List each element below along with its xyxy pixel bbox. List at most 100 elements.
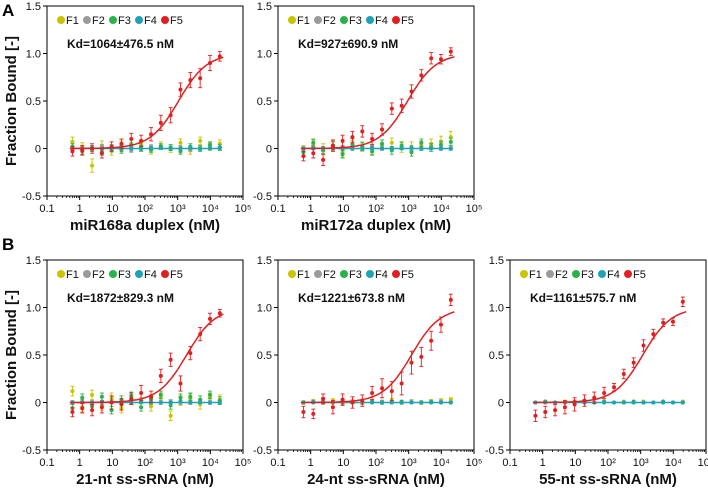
data-point — [168, 413, 173, 418]
legend-marker-F3 — [109, 16, 117, 24]
data-point — [370, 149, 375, 154]
x-tick-label: 1 — [77, 457, 83, 469]
x-tick-label: 10³ — [401, 457, 417, 469]
kd-annotation: Kd=1064±476.5 nM — [67, 37, 174, 51]
y-tick-label: 0 — [266, 144, 272, 156]
data-point — [399, 103, 404, 108]
data-point — [553, 408, 558, 413]
legend-label-F1: F1 — [529, 269, 542, 281]
data-point — [311, 140, 316, 145]
legend-label-F4: F4 — [375, 269, 388, 281]
data-point — [90, 392, 95, 397]
legend-marker-F3 — [340, 270, 348, 278]
chart-panel-2: -0.5 0 0.5 1.0 1.5 0.1 1 10 10² 10³ 10⁴ 10⁵ miR172a … — [253, 1, 482, 234]
data-point — [621, 372, 626, 376]
data-point — [139, 391, 144, 395]
x-axis-label: miR168a duplex (nM) — [70, 217, 220, 234]
legend-marker-F1 — [57, 270, 65, 278]
legend-label-F3: F3 — [349, 269, 362, 281]
data-point — [90, 408, 95, 413]
data-point — [70, 139, 75, 144]
data-point — [168, 357, 173, 362]
data-point — [168, 403, 173, 408]
x-tick-label: 10⁴ — [202, 457, 219, 469]
data-point — [158, 392, 163, 397]
y-tick-label: 1.5 — [257, 1, 272, 13]
data-point — [330, 143, 335, 148]
panel-letter-a: A — [2, 1, 14, 20]
legend-label-F5: F5 — [401, 269, 414, 281]
data-point — [399, 143, 404, 148]
series-F5 — [70, 308, 222, 418]
legend-marker-F2 — [83, 270, 91, 278]
data-point — [429, 56, 434, 61]
y-tick-label: 1.5 — [489, 255, 504, 267]
data-point — [572, 402, 577, 407]
legend-marker-F4 — [598, 270, 606, 278]
data-point — [301, 410, 306, 414]
legend-label-F2: F2 — [92, 15, 105, 27]
data-point — [198, 138, 203, 143]
data-point — [370, 391, 375, 395]
legend-marker-F1 — [520, 270, 528, 278]
legend-marker-F5 — [161, 16, 169, 24]
legend-marker-F4 — [366, 270, 374, 278]
x-tick-label: 1 — [77, 203, 83, 215]
y-tick-label: 0.5 — [489, 350, 504, 362]
legend-label-F3: F3 — [118, 15, 131, 27]
data-point — [340, 397, 345, 402]
y-tick-label: 0.5 — [26, 350, 41, 362]
legend-label-F2: F2 — [323, 269, 336, 281]
y-tick-label: 1.0 — [26, 303, 41, 315]
fit-curve-f5 — [69, 313, 224, 404]
legend-marker-F5 — [161, 270, 169, 278]
legend-label-F1: F1 — [66, 269, 79, 281]
data-point — [448, 397, 453, 402]
data-point — [419, 140, 424, 145]
x-axis-label: 55-nt ss-sRNA (nM) — [539, 471, 677, 488]
data-point — [321, 157, 326, 162]
data-point — [80, 148, 85, 153]
legend-marker-F1 — [288, 270, 296, 278]
legend-marker-F4 — [135, 270, 143, 278]
legend-marker-F4 — [135, 16, 143, 24]
x-tick-label: 0.1 — [39, 203, 54, 215]
y-tick-label: -0.5 — [22, 191, 41, 203]
data-point — [70, 410, 75, 414]
data-point — [330, 405, 335, 410]
plot-frame — [277, 259, 475, 451]
legend-label-F5: F5 — [633, 269, 646, 281]
legend-marker-F3 — [109, 270, 117, 278]
data-point — [129, 137, 134, 141]
x-tick-label: 10 — [337, 457, 349, 469]
fit-curve-f5 — [69, 56, 224, 150]
legend-marker-F5 — [392, 270, 400, 278]
data-point — [178, 149, 183, 154]
data-point — [389, 140, 394, 145]
x-tick-label: 10⁵ — [235, 203, 252, 215]
data-point — [198, 76, 203, 81]
data-point — [340, 138, 345, 143]
x-tick-label: 0.1 — [502, 457, 517, 469]
x-axis-label: miR172a duplex (nM) — [301, 217, 451, 234]
x-tick-label: 10³ — [633, 457, 649, 469]
y-tick-label: -0.5 — [22, 445, 41, 457]
y-tick-label: 0.5 — [257, 350, 272, 362]
legend-marker-F5 — [392, 16, 400, 24]
data-point — [419, 73, 424, 78]
y-tick-label: 0 — [35, 398, 41, 410]
y-tick-label: 1.0 — [489, 303, 504, 315]
data-point — [562, 405, 567, 410]
data-point — [311, 151, 316, 156]
data-point — [380, 386, 385, 391]
data-point — [301, 154, 306, 159]
data-point — [158, 120, 163, 125]
data-point — [90, 163, 95, 168]
x-tick-label: 10 — [106, 203, 118, 215]
legend-marker-F2 — [314, 16, 322, 24]
x-tick-label: 10³ — [170, 457, 186, 469]
x-tick-label: 10⁵ — [466, 457, 483, 469]
data-point — [311, 411, 316, 416]
legend-marker-F3 — [572, 270, 580, 278]
legend-label-F4: F4 — [144, 15, 157, 27]
